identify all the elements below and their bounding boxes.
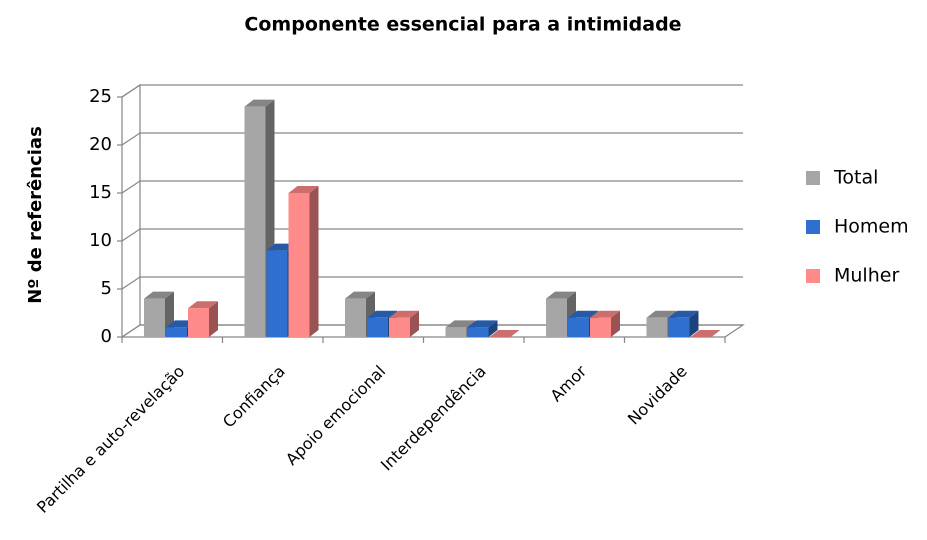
bar — [288, 186, 319, 337]
bar-front — [389, 317, 410, 337]
bar-front — [668, 317, 690, 337]
bar-top — [288, 186, 319, 193]
x-tick-label: Confiança — [219, 362, 289, 432]
grid-line — [121, 132, 743, 146]
bar-side — [611, 310, 620, 337]
bar-top — [445, 320, 476, 328]
bar-front — [445, 327, 467, 337]
bar-front — [244, 106, 266, 337]
legend-label: Homem — [834, 216, 909, 238]
bar-side — [309, 186, 319, 337]
y-tick-label: 0 — [101, 326, 112, 347]
y-tick-label: 20 — [89, 134, 112, 155]
back-wall — [121, 83, 141, 325]
grid-line — [121, 180, 743, 194]
bar-top — [668, 310, 699, 318]
bar-front — [144, 298, 165, 337]
legend-swatch — [806, 171, 820, 185]
legend-swatch — [806, 220, 820, 234]
bar-side — [410, 310, 419, 337]
bar-front — [646, 317, 668, 337]
bar-top — [345, 291, 375, 299]
y-tick-label: 15 — [89, 182, 112, 203]
bar-top — [568, 310, 598, 318]
bar-front — [467, 327, 489, 337]
bar — [590, 310, 620, 337]
bar-front — [367, 317, 388, 337]
bar — [690, 330, 721, 337]
grid-line — [121, 228, 743, 242]
bar-front — [188, 308, 209, 337]
bar-top — [646, 310, 677, 318]
bar-front — [568, 317, 589, 337]
bar-top — [144, 291, 174, 299]
grid-line — [121, 84, 743, 98]
x-tick-label: Interdependência — [377, 362, 490, 475]
bar-side — [488, 320, 498, 337]
bar-front — [345, 298, 366, 337]
x-tick-label: Amor — [546, 361, 590, 405]
bar-front — [266, 250, 288, 337]
bar-top — [690, 330, 721, 337]
y-tick-label: 25 — [89, 86, 112, 107]
legend-label: Mulher — [834, 265, 899, 287]
grid-line — [121, 324, 743, 338]
legend-swatch — [806, 269, 820, 283]
bar-top — [188, 301, 218, 309]
y-axis-label: Nº de referências — [25, 126, 46, 304]
chart-title: Componente essencial para a intimidade — [244, 14, 681, 36]
bar-top — [389, 310, 419, 318]
y-tick-label: 10 — [89, 230, 112, 251]
bar — [467, 320, 498, 337]
bar-top — [590, 310, 620, 318]
y-tick-label: 5 — [101, 278, 112, 299]
bar-top — [546, 291, 576, 299]
bar — [489, 330, 520, 337]
grid-line — [121, 276, 743, 290]
bar-top — [489, 330, 520, 337]
legend-label: Total — [833, 167, 878, 189]
bar-top — [244, 99, 275, 107]
bar-front — [288, 193, 310, 337]
bar-side — [689, 310, 699, 337]
x-tick-label: Novidade — [624, 362, 691, 429]
bar-top — [367, 310, 397, 318]
bar-front — [590, 317, 611, 337]
bar — [389, 310, 419, 337]
x-tick-label: Apoio emocional — [282, 362, 389, 469]
bar-top — [467, 320, 498, 328]
x-tick-label: Partilha e auto-revelação — [33, 362, 188, 517]
bar — [188, 301, 218, 337]
bar-side — [209, 301, 218, 337]
bar-front — [546, 298, 567, 337]
bar — [668, 310, 699, 337]
bar-front — [166, 327, 187, 337]
